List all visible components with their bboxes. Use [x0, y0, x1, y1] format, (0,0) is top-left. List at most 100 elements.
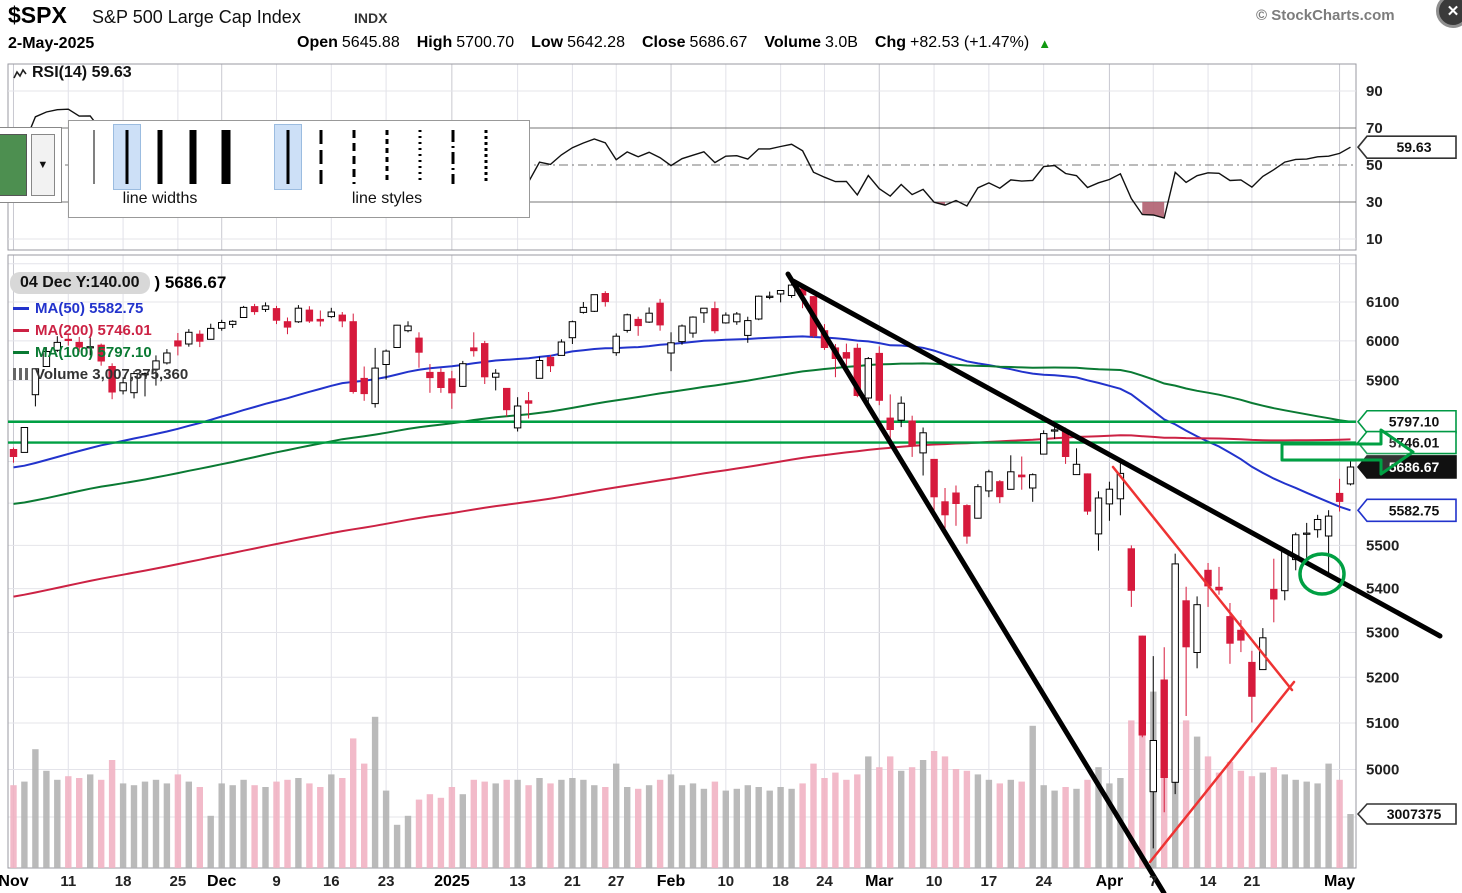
svg-text:9: 9 [272, 873, 280, 890]
breakout-circle-annotation [1298, 552, 1346, 596]
svg-text:5300: 5300 [1366, 625, 1399, 642]
svg-text:10: 10 [926, 873, 943, 890]
svg-text:11: 11 [60, 873, 76, 890]
volume-value: Volume 3.0B [764, 34, 858, 51]
ma50-line-icon [13, 306, 29, 310]
close-button[interactable]: ✕ [1436, 0, 1462, 28]
line-style-option-dash-5[interactable] [440, 125, 466, 189]
ma100-line-icon [13, 350, 29, 354]
ma200-line-icon [13, 328, 29, 332]
line-width-option-1[interactable] [81, 125, 107, 189]
svg-text:Feb: Feb [657, 873, 686, 890]
ohlc-row: Open 5645.88 High 5700.70 Low 5642.28 Close… [297, 34, 1051, 52]
exchange-label: INDX [354, 10, 388, 26]
line-width-option-9[interactable] [213, 125, 239, 189]
color-swatch[interactable] [0, 134, 27, 196]
svg-text:50: 50 [1366, 157, 1383, 174]
low-value: Low 5642.28 [531, 34, 625, 51]
svg-text:6000: 6000 [1366, 333, 1399, 350]
svg-text:2025: 2025 [434, 873, 470, 890]
svg-text:5500: 5500 [1366, 537, 1399, 554]
dropdown-button[interactable]: ▼ [30, 134, 55, 196]
svg-text:5686.67: 5686.67 [1389, 459, 1440, 475]
legend-ma100: MA(100) 5797.10 [13, 341, 188, 363]
line-style-option-dash-1[interactable] [308, 125, 334, 189]
open-value: Open 5645.88 [297, 34, 400, 51]
symbol: $SPX [8, 2, 67, 28]
candlesticks [9, 284, 1355, 849]
line-style-option-dash-6[interactable] [473, 125, 499, 189]
svg-text:10: 10 [717, 873, 734, 890]
svg-text:21: 21 [564, 873, 581, 890]
svg-text:5797.10: 5797.10 [1389, 414, 1440, 430]
svg-text:7: 7 [1149, 873, 1157, 890]
axis-badge [1356, 803, 1457, 825]
volume-bars-icon [13, 368, 29, 380]
rsi-legend: RSI(14) 59.63 [32, 64, 132, 81]
legend-ma200: MA(200) 5746.01 [13, 319, 188, 341]
line-width-option-3[interactable] [113, 124, 141, 190]
line-style-option-dash-4[interactable] [407, 125, 433, 189]
line-style-picker: line widths line styles [68, 120, 530, 218]
line-style-option-solid[interactable] [274, 124, 302, 190]
overlay-legend: MA(50) 5582.75 MA(200) 5746.01 MA(100) 5… [13, 297, 188, 385]
svg-text:13: 13 [509, 873, 526, 890]
color-swatch-dropdown[interactable]: ▼ [0, 127, 62, 203]
svg-text:25: 25 [170, 873, 187, 890]
svg-text:5900: 5900 [1366, 372, 1399, 389]
symbol-name: S&P 500 Large Cap Index [92, 7, 301, 27]
svg-text:24: 24 [1035, 873, 1052, 890]
svg-text:6100: 6100 [1366, 294, 1399, 311]
line-styles-label: line styles [351, 190, 423, 207]
svg-text:18: 18 [772, 873, 789, 890]
moving-average-lines [13, 335, 1351, 598]
svg-text:27: 27 [608, 873, 625, 890]
svg-text:5582.75: 5582.75 [1389, 502, 1440, 518]
rsi-panel-icon [13, 67, 27, 85]
svg-text:70: 70 [1366, 120, 1383, 137]
axis-labels: 6100600059005500540053005200510050004900… [0, 83, 1399, 890]
right-arrow-annotation [1280, 428, 1415, 476]
stockcharts-credit: © StockCharts.com [1256, 7, 1395, 24]
svg-text:5100: 5100 [1366, 715, 1399, 732]
drawing-annotations [1280, 428, 1415, 596]
svg-text:3007375: 3007375 [1387, 806, 1442, 822]
change-up-icon: ▲ [1038, 35, 1052, 51]
line-styles-group: line styles [274, 124, 499, 217]
quote-date: 2-May-2025 [8, 35, 95, 52]
high-value: High 5700.70 [416, 34, 515, 51]
svg-text:May: May [1324, 873, 1355, 890]
close-icon: ✕ [1446, 3, 1460, 20]
svg-text:Dec: Dec [207, 873, 236, 890]
svg-text:16: 16 [323, 873, 340, 890]
chevron-down-icon: ▼ [37, 159, 49, 171]
svg-text:90: 90 [1366, 83, 1383, 100]
svg-text:21: 21 [1244, 873, 1261, 890]
svg-text:18: 18 [115, 873, 132, 890]
svg-text:Apr: Apr [1096, 873, 1124, 890]
svg-text:10: 10 [1366, 231, 1383, 248]
line-widths-label: line widths [122, 190, 198, 207]
line-width-option-5[interactable] [147, 125, 173, 189]
svg-text:24: 24 [816, 873, 833, 890]
svg-text:Mar: Mar [865, 873, 893, 890]
svg-text:5746.01: 5746.01 [1389, 435, 1440, 451]
line-width-option-7[interactable] [180, 125, 206, 189]
crosshair-readout: 04 Dec Y:140.00 ) 5686.67 [10, 272, 226, 294]
svg-text:17: 17 [981, 873, 998, 890]
trendlines [785, 271, 1443, 893]
line-style-option-dash-2[interactable] [341, 125, 367, 189]
svg-text:5200: 5200 [1366, 669, 1399, 686]
crosshair-price: ) 5686.67 [154, 273, 227, 292]
svg-text:5000: 5000 [1366, 762, 1399, 779]
price-badges: 5797.10 5746.01 5686.67 5582.75 59.63 3007375 [1356, 135, 1457, 825]
line-style-option-dash-3[interactable] [374, 125, 400, 189]
svg-text:14: 14 [1200, 873, 1217, 890]
change-value: Chg +82.53 (+1.47%) [874, 34, 1030, 51]
svg-text:5400: 5400 [1366, 581, 1399, 598]
axis-badge [1356, 135, 1457, 159]
close-value: Close 5686.67 [641, 34, 748, 51]
horizontal-support-lines [8, 420, 1356, 444]
axis-badge [1356, 409, 1457, 434]
